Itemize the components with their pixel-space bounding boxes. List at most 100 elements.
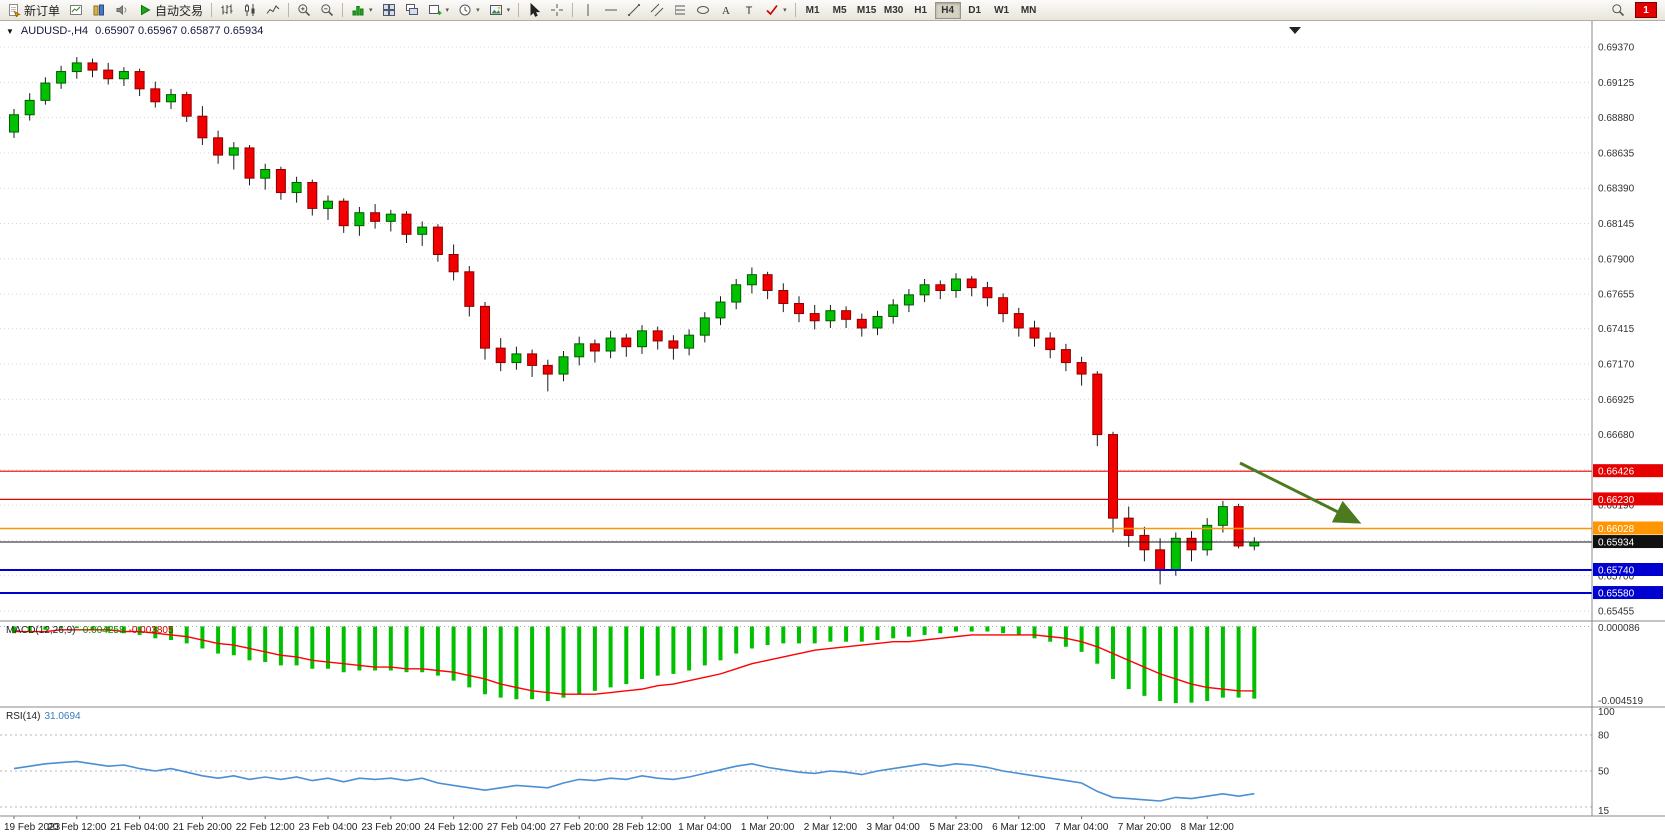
candle — [919, 284, 930, 296]
toolbar-separator — [288, 3, 290, 17]
candle — [699, 317, 710, 336]
time-axis-label: 5 Mar 23:00 — [929, 822, 983, 833]
timeframe-h4-button[interactable]: H4 — [934, 1, 961, 19]
new-window-icon — [428, 3, 442, 17]
candle — [998, 297, 1009, 315]
candle — [589, 343, 600, 352]
timeframe-m30-button[interactable]: M30 — [881, 2, 907, 19]
profiles-button[interactable] — [88, 1, 110, 19]
candle — [291, 181, 302, 194]
profiles-icon — [92, 3, 106, 17]
cascade-windows-button[interactable] — [401, 1, 423, 19]
cursor-button[interactable] — [523, 1, 545, 19]
gridlines-layer — [0, 46, 1592, 612]
timeframe-mn-button[interactable]: MN — [1016, 2, 1042, 19]
crosshair-icon — [550, 3, 564, 17]
time-axis-label: 2 Mar 12:00 — [804, 822, 858, 833]
new-order-button[interactable]: 新订单 — [3, 1, 64, 19]
time-axis-label: 22 Feb 12:00 — [236, 822, 295, 833]
horizontal-line-button[interactable] — [600, 1, 622, 19]
svg-text:0.68880: 0.68880 — [1598, 113, 1635, 124]
time-axis-label: 7 Mar 20:00 — [1118, 822, 1172, 833]
chart-shift-marker-icon[interactable] — [1289, 27, 1301, 34]
arrows-icon — [765, 3, 779, 17]
timeframe-h1-button[interactable]: H1 — [908, 2, 934, 19]
ohlc-label: 0.65907 0.65967 0.65877 0.65934 — [95, 25, 264, 37]
svg-text:0.68635: 0.68635 — [1598, 148, 1635, 159]
channel-icon — [650, 3, 664, 17]
chart-window-button[interactable] — [65, 1, 87, 19]
dropdown-caret-icon: ▾ — [783, 7, 787, 14]
timeframe-m1-button[interactable]: M1 — [800, 2, 826, 19]
candle — [511, 353, 522, 364]
time-axis-label: 23 Feb 20:00 — [361, 822, 420, 833]
candle — [762, 274, 773, 292]
bid-price-badge — [1593, 535, 1663, 549]
price-chart[interactable]: 0.69370 0.69125 0.68880 0.68635 0.68390 0.681… — [0, 21, 1665, 837]
svg-text:0.68390: 0.68390 — [1598, 184, 1635, 195]
tile-windows-icon — [382, 3, 396, 17]
candle — [1170, 537, 1181, 571]
timeframe-m5-button[interactable]: M5 — [827, 2, 853, 19]
candle — [448, 254, 459, 273]
price-badges-layer: 0.66426 0.66230 0.66028 0.65740 0.65580 0.659… — [1593, 464, 1663, 600]
play-icon — [138, 3, 152, 17]
candle — [401, 213, 412, 235]
label-button[interactable]: T — [738, 1, 760, 19]
rsi-label: RSI(14) 31.0694 — [6, 711, 81, 722]
cursor-icon — [527, 3, 541, 17]
notification-badge[interactable]: 1 — [1635, 2, 1657, 18]
time-axis-label: 28 Feb 12:00 — [613, 822, 672, 833]
toolbar-left-group: 新订单 自动交易 ▾ ▾ ▾ ▾ A T ▾ — [3, 1, 799, 19]
candle — [558, 356, 569, 375]
auto-trading-button[interactable]: 自动交易 — [134, 1, 207, 19]
shapes-button[interactable] — [692, 1, 714, 19]
indicators-button[interactable]: ▾ — [347, 1, 377, 19]
symbol-label: AUDUSD-,H4 — [20, 25, 89, 37]
crosshair-button[interactable] — [546, 1, 568, 19]
search-button[interactable] — [1607, 1, 1629, 19]
new-window-button[interactable]: ▾ — [424, 1, 454, 19]
svg-text:A: A — [722, 5, 730, 17]
channel-button[interactable] — [646, 1, 668, 19]
svg-text:0.66190: 0.66190 — [1598, 501, 1635, 512]
time-axis-label: 7 Mar 04:00 — [1055, 822, 1109, 833]
tile-windows-button[interactable] — [378, 1, 400, 19]
candlestick-chart-button[interactable] — [239, 1, 261, 19]
timeframe-m15-button[interactable]: M15 — [854, 2, 880, 19]
candle — [715, 301, 726, 319]
candle — [181, 94, 192, 117]
svg-text:0.67170: 0.67170 — [1598, 359, 1635, 370]
price-badge — [1593, 492, 1663, 506]
time-axis-label: 19 Feb 2023 — [4, 822, 61, 833]
symbol-dropdown-icon[interactable]: ▼ — [6, 26, 14, 36]
timeframe-d1-button[interactable]: D1 — [962, 2, 988, 19]
candle — [87, 62, 98, 71]
svg-text:0.66680: 0.66680 — [1598, 430, 1635, 441]
line-chart-button[interactable] — [262, 1, 284, 19]
vertical-line-button[interactable] — [577, 1, 599, 19]
zoom-in-button[interactable] — [293, 1, 315, 19]
macd-value: -0.004258 — [79, 625, 125, 636]
timeframe-w1-button[interactable]: W1 — [989, 2, 1015, 19]
candle — [1076, 362, 1087, 375]
periods-button[interactable]: ▾ — [454, 1, 484, 19]
fibonacci-button[interactable] — [669, 1, 691, 19]
dropdown-caret-icon: ▾ — [445, 7, 450, 14]
trendline-button[interactable] — [623, 1, 645, 19]
text-button[interactable]: A — [715, 1, 737, 19]
trend-arrow-object[interactable] — [1239, 461, 1362, 524]
templates-button[interactable]: ▾ — [485, 1, 515, 19]
svg-text:0.68145: 0.68145 — [1598, 219, 1635, 230]
zoom-out-button[interactable] — [316, 1, 338, 19]
svg-text:0.66426: 0.66426 — [1598, 467, 1635, 478]
bar-chart-button[interactable] — [216, 1, 238, 19]
arrows-button[interactable]: ▾ — [761, 1, 791, 19]
alerts-button[interactable] — [111, 1, 133, 19]
candle — [150, 88, 161, 103]
candle — [1155, 549, 1166, 571]
panel-borders — [0, 21, 1665, 817]
candle — [228, 147, 239, 156]
svg-text:100: 100 — [1598, 707, 1615, 718]
candle — [103, 69, 114, 80]
